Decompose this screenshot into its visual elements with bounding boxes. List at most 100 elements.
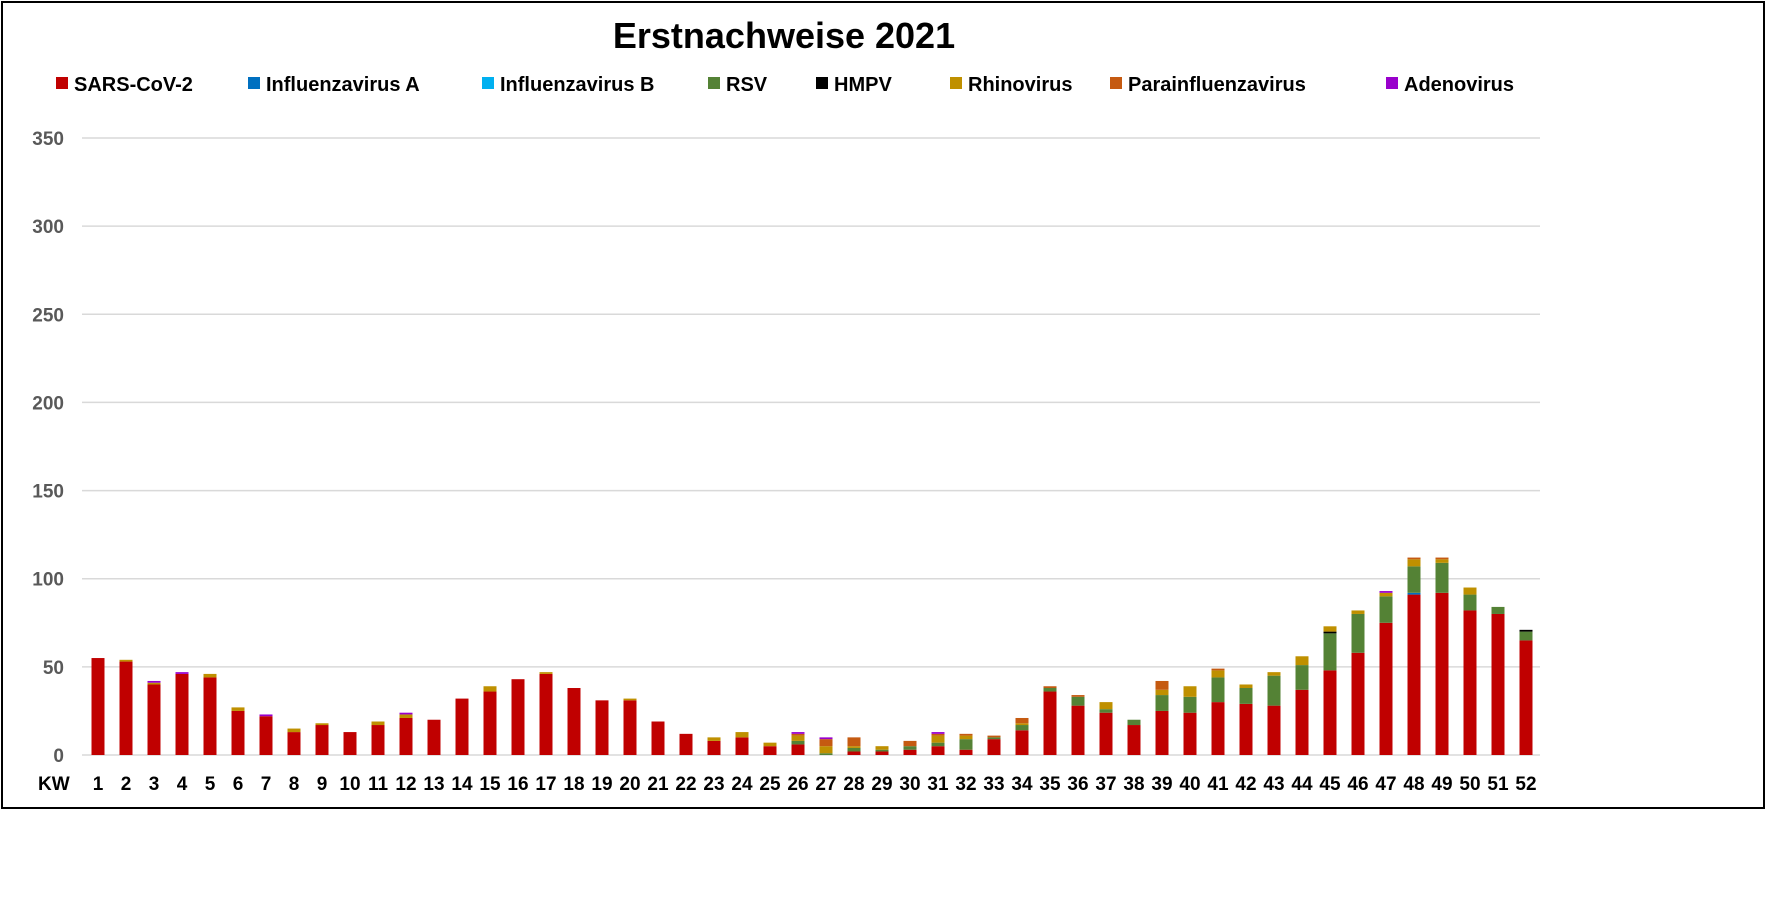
bar-stack-kw-8 [287, 728, 301, 755]
legend-label: Influenzavirus B [500, 74, 654, 96]
legend-swatch [56, 77, 68, 89]
legend-item-sars-cov-2: SARS-CoV-2 [56, 74, 193, 96]
bar-segment-sars-cov-2 [1295, 689, 1309, 755]
bar-segment-sars-cov-2 [959, 749, 973, 755]
bar-segment-hmpv [1323, 631, 1337, 634]
bar-segment-sars-cov-2 [1127, 725, 1141, 755]
bar-segment-sars-cov-2 [847, 751, 861, 755]
bar-segment-parainfluenzavirus [791, 733, 805, 736]
bar-stack-kw-33 [987, 735, 1001, 755]
bar-segment-rhinovirus [1351, 610, 1365, 614]
bar-segment-sars-cov-2 [763, 746, 777, 755]
bar-segment-sars-cov-2 [1015, 730, 1029, 755]
bar-stack-kw-1 [91, 658, 105, 755]
bar-segment-sars-cov-2 [1099, 712, 1113, 755]
x-tick-label: 4 [177, 774, 188, 795]
legend-item-rhinovirus: Rhinovirus [950, 74, 1072, 96]
bar-stack-kw-25 [763, 742, 777, 755]
bar-segment-parainfluenzavirus [847, 737, 861, 747]
bar-segment-parainfluenzavirus [1211, 668, 1225, 671]
y-tick-label: 150 [32, 482, 64, 503]
x-tick-label: 30 [899, 774, 920, 795]
x-tick-label: 29 [871, 774, 892, 795]
bar-segment-sars-cov-2 [791, 744, 805, 755]
x-tick-label: 31 [927, 774, 949, 795]
bar-segment-rsv [1463, 594, 1477, 611]
bar-segment-sars-cov-2 [707, 740, 721, 755]
bar-stack-kw-38 [1127, 719, 1141, 755]
bar-segment-sars-cov-2 [679, 733, 693, 755]
bar-segment-rhinovirus [1267, 672, 1281, 676]
bar-segment-rsv [875, 749, 889, 752]
bar-stack-kw-23 [707, 737, 721, 755]
bar-stack-kw-20 [623, 698, 637, 755]
x-tick-label: 12 [395, 774, 416, 795]
bar-segment-influenzavirus-a [1407, 592, 1421, 595]
bar-segment-rhinovirus [1463, 587, 1477, 595]
bar-segment-rhinovirus [791, 735, 805, 741]
bar-stack-kw-13 [427, 719, 441, 755]
bar-segment-parainfluenzavirus [1155, 680, 1169, 690]
x-tick-label: 37 [1095, 774, 1116, 795]
legend-swatch [950, 77, 962, 89]
bar-segment-rhinovirus [1407, 559, 1421, 567]
bar-stack-kw-49 [1435, 557, 1449, 755]
bar-stack-kw-11 [371, 721, 385, 755]
x-tick-label: 24 [731, 774, 753, 795]
bar-segment-sars-cov-2 [1519, 640, 1533, 755]
y-tick-label: 300 [32, 217, 64, 238]
legend-item-hmpv: HMPV [816, 74, 892, 96]
bar-segment-rhinovirus [1155, 689, 1169, 696]
bar-segment-rsv [1295, 665, 1309, 690]
bar-stack-kw-26 [791, 732, 805, 755]
bar-segment-rhinovirus [231, 707, 245, 711]
bar-stack-kw-37 [1099, 702, 1113, 755]
bar-segment-sars-cov-2 [371, 725, 385, 755]
bar-stack-kw-43 [1267, 672, 1281, 755]
bar-segment-rsv [931, 742, 945, 747]
bar-segment-sars-cov-2 [623, 700, 637, 755]
bar-segment-rhinovirus [707, 737, 721, 741]
bar-stack-kw-40 [1183, 686, 1197, 755]
bar-segment-rsv [1015, 725, 1029, 731]
x-tick-label: 5 [205, 774, 216, 795]
bar-segment-rsv [1183, 696, 1197, 713]
bar-stack-kw-52 [1519, 629, 1533, 755]
bar-stack-kw-36 [1071, 695, 1085, 755]
bar-segment-rhinovirus [1015, 723, 1029, 726]
bar-stack-kw-34 [1015, 717, 1029, 755]
bar-stack-kw-12 [399, 712, 413, 755]
bar-segment-sars-cov-2 [567, 688, 581, 755]
x-tick-label: 27 [815, 774, 836, 795]
x-tick-label: 13 [423, 774, 444, 795]
bar-segment-rsv [1239, 688, 1253, 704]
legend-swatch [248, 77, 260, 89]
bar-stack-kw-41 [1211, 668, 1225, 755]
bar-segment-sars-cov-2 [1071, 705, 1085, 755]
bar-segment-sars-cov-2 [399, 717, 413, 755]
bar-segment-sars-cov-2 [259, 716, 273, 755]
bar-segment-sars-cov-2 [1351, 652, 1365, 755]
bar-stack-kw-16 [511, 679, 525, 755]
bar-segment-adenovirus [1379, 591, 1393, 593]
bar-segment-parainfluenzavirus [931, 733, 945, 736]
bar-stack-kw-50 [1463, 587, 1477, 755]
y-axis-ticks: 0 50 100 150 200 250 300 350 [32, 129, 64, 767]
legend-label: Adenovirus [1404, 74, 1514, 96]
x-axis-label: KW [38, 774, 70, 795]
bar-segment-parainfluenzavirus [819, 739, 833, 747]
legend-item-adenovirus: Adenovirus [1386, 74, 1514, 96]
x-tick-label: 3 [149, 774, 160, 795]
bar-segment-rhinovirus [735, 732, 749, 738]
bar-segment-sars-cov-2 [91, 658, 105, 755]
bar-segment-parainfluenzavirus [959, 733, 973, 736]
gridlines [82, 137, 1540, 756]
bar-segment-sars-cov-2 [511, 679, 525, 755]
bar-stack-kw-44 [1295, 656, 1309, 755]
x-tick-label: 41 [1207, 774, 1229, 795]
bar-segment-rhinovirus [1435, 559, 1449, 563]
bar-segment-sars-cov-2 [231, 710, 245, 755]
x-tick-label: 50 [1459, 774, 1480, 795]
x-tick-label: 46 [1347, 774, 1368, 795]
x-tick-label: 34 [1011, 774, 1033, 795]
